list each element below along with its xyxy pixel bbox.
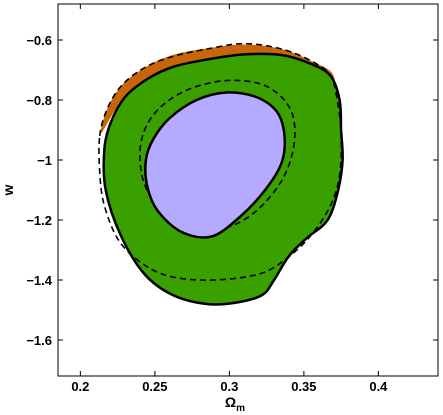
y-tick-label: −1.4	[26, 273, 52, 288]
dashed-outer-contour	[98, 42, 343, 281]
contour-layer	[98, 42, 344, 306]
plot-frame	[57, 3, 439, 377]
x-tick-label: 0.25	[142, 379, 167, 394]
dashed-inner-contour	[139, 79, 296, 231]
y-tick-label: −1	[37, 153, 52, 168]
purple-inner-contour	[144, 91, 287, 239]
x-tick-label: 0.35	[291, 379, 316, 394]
x-axis-label-main: Ω	[225, 394, 236, 410]
tick-layer: 0.2 0.25 0.3 0.35 0.4 −1.6 −1.4 −1.2 −1 −0.8 −0.6	[26, 4, 438, 394]
y-tick-label: −0.8	[26, 93, 52, 108]
y-tick-label: −0.6	[26, 33, 52, 48]
y-tick-label: −1.2	[26, 213, 52, 228]
x-tick-label: 0.3	[220, 379, 238, 394]
y-tick-label: −1.6	[26, 333, 52, 348]
y-axis-label: w	[0, 184, 16, 196]
x-axis-label-sub: m	[236, 403, 245, 414]
x-tick-label: 0.2	[71, 379, 89, 394]
x-axis-label: Ωm	[225, 394, 245, 414]
x-tick-label: 0.4	[369, 379, 388, 394]
